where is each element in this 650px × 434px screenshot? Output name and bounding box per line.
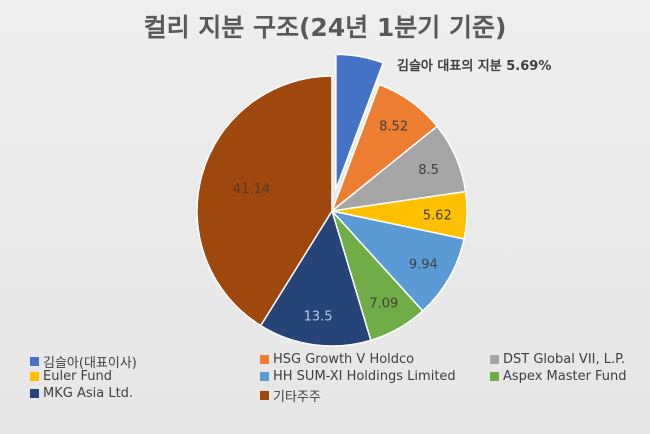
legend-label-5: Aspex Master Fund [503,369,627,384]
pie-slice-6 [259,209,372,347]
pie-slice-4 [329,209,465,313]
data-label-6: 13.5 [304,309,333,324]
legend-label-3: Euler Fund [43,369,113,384]
legend-label-1: HSG Growth V Holdco [273,352,415,367]
data-label-4: 9.94 [409,257,438,272]
legend-swatch-0 [30,357,39,366]
legend-label-2: DST Global VII, L.P. [503,352,626,367]
legend-item-5: Aspex Master Fund [490,369,627,384]
legend-item-7: 기타주주 [260,386,321,405]
data-label-0: 김슬아 대표의 지분 5.69% [397,58,551,74]
data-label-3: 5.62 [423,208,452,223]
pie-chart: 김슬아 대표의 지분 5.69% 8.52 8.5 5.62 9.94 7.09 13.5 4… [196,53,551,347]
legend-item-2: DST Global VII, L.P. [490,352,625,367]
data-label-1: 8.52 [379,120,408,135]
legend-swatch-5 [490,372,499,381]
legend-item-0: 김슬아(대표이사) [30,352,137,371]
legend-swatch-1 [260,355,269,364]
legend-label-6: MKG Asia Ltd. [43,386,134,401]
chart-title: 컬리 지분 구조(24년 1분기 기준) [143,13,507,42]
legend-item-1: HSG Growth V Holdco [260,352,414,367]
data-label-5: 7.09 [369,297,398,312]
legend-label-0: 김슬아(대표이사) [43,356,137,371]
data-label-2: 8.5 [418,163,439,178]
legend-swatch-6 [30,389,39,398]
data-label-7: 41.14 [233,182,270,197]
legend-swatch-4 [260,372,269,381]
legend-swatch-3 [30,372,39,381]
legend-label-7: 기타주주 [273,390,321,405]
pie-slice-7 [196,75,333,327]
legend-item-6: MKG Asia Ltd. [30,386,133,401]
legend-swatch-2 [490,355,499,364]
legend-item-3: Euler Fund [30,369,112,384]
legend-label-4: HH SUM-XI Holdings Limited [273,369,456,384]
legend-swatch-7 [260,391,269,400]
pie-slice-0 [335,53,385,190]
legend-item-4: HH SUM-XI Holdings Limited [260,369,456,384]
